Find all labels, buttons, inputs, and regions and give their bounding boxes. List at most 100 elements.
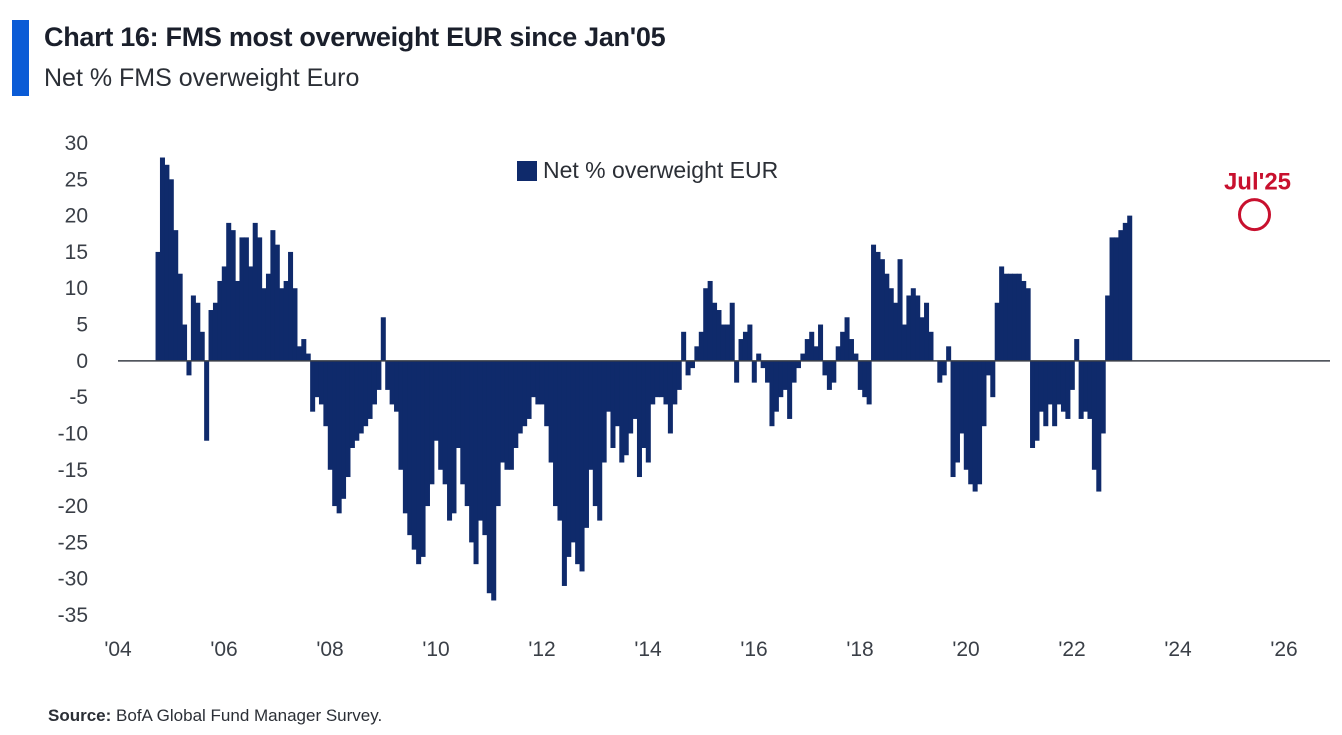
bar	[659, 360, 665, 398]
bar	[1074, 339, 1080, 361]
x-tick-label: '06	[210, 638, 237, 661]
x-tick-label: '04	[104, 638, 132, 661]
bar	[734, 360, 740, 383]
x-tick-label: '20	[952, 638, 979, 661]
y-tick-label: 15	[65, 241, 88, 264]
bar	[358, 360, 364, 434]
bar	[751, 360, 757, 383]
bar	[226, 222, 232, 361]
bar	[279, 288, 285, 361]
chart-subtitle: Net % FMS overweight Euro	[44, 64, 360, 92]
bar	[239, 237, 245, 361]
bar	[795, 360, 801, 369]
bar	[857, 360, 863, 390]
bar	[685, 360, 691, 376]
bar	[747, 324, 753, 361]
source-note: Source: BofA Global Fund Manager Survey.	[48, 706, 382, 726]
bar	[482, 360, 488, 536]
bar	[451, 360, 457, 514]
bar	[235, 280, 241, 361]
bar	[804, 339, 810, 361]
y-tick-label: -5	[69, 386, 88, 409]
y-tick-label: -15	[58, 459, 88, 482]
bar	[1025, 288, 1031, 361]
bar	[689, 360, 695, 369]
bar	[928, 331, 934, 361]
bar	[288, 251, 294, 361]
bar	[742, 331, 748, 361]
annotation: Jul'25	[1224, 169, 1291, 232]
y-tick-label: 5	[76, 314, 88, 337]
bar	[407, 360, 413, 536]
bar	[990, 360, 996, 398]
x-tick-label: '22	[1058, 638, 1085, 661]
bar	[327, 360, 333, 470]
bar	[707, 280, 713, 361]
bar	[716, 310, 722, 361]
bar	[553, 360, 559, 507]
bar	[261, 288, 267, 361]
bar	[173, 230, 179, 361]
y-tick-label: -25	[58, 531, 88, 554]
bar	[477, 360, 483, 521]
y-tick-label: 20	[65, 205, 88, 228]
bar	[323, 360, 329, 427]
bar	[442, 360, 448, 485]
bar	[433, 360, 439, 441]
bar	[725, 324, 731, 361]
bar	[663, 360, 669, 405]
bar	[901, 324, 907, 361]
bar	[866, 360, 872, 405]
bar	[729, 302, 735, 361]
bar	[941, 360, 947, 376]
bar	[270, 230, 276, 361]
bar	[464, 360, 470, 507]
y-tick-label: 0	[76, 350, 88, 373]
bar	[217, 280, 223, 361]
bar	[283, 280, 289, 361]
bar-series	[155, 157, 1133, 601]
bar	[394, 360, 400, 412]
bar	[954, 360, 960, 463]
bar	[606, 360, 612, 412]
bar	[363, 360, 369, 427]
bar	[703, 288, 709, 361]
bar	[959, 360, 965, 434]
bar	[667, 360, 673, 434]
bar	[513, 360, 519, 448]
bar	[632, 360, 638, 419]
y-tick-label: -10	[58, 422, 88, 445]
bar	[447, 360, 453, 521]
legend: Net % overweight EUR	[517, 157, 778, 183]
x-tick-label: '12	[528, 638, 555, 661]
bar	[557, 360, 563, 521]
bar	[999, 266, 1005, 361]
bar	[650, 360, 656, 405]
bar	[636, 360, 642, 478]
bar	[800, 353, 806, 361]
bar	[1047, 360, 1053, 405]
bar	[694, 346, 700, 361]
bar	[402, 360, 408, 514]
bar	[570, 360, 576, 543]
bar	[416, 360, 422, 565]
x-tick-label: '10	[422, 638, 449, 661]
bar	[787, 360, 793, 419]
bar	[257, 237, 263, 361]
bar	[1096, 360, 1102, 492]
bar	[712, 302, 718, 361]
bar	[265, 273, 271, 361]
bar	[530, 360, 536, 398]
y-tick-label: 10	[65, 277, 88, 300]
bar	[778, 360, 784, 398]
bar	[221, 266, 227, 361]
bar	[566, 360, 572, 557]
bar	[1118, 230, 1124, 361]
bar	[1007, 273, 1013, 361]
bar	[681, 331, 687, 361]
bar	[1091, 360, 1097, 470]
annotation-label: Jul'25	[1224, 169, 1291, 196]
bar	[619, 360, 625, 463]
bar	[548, 360, 554, 463]
bar	[1105, 295, 1111, 361]
